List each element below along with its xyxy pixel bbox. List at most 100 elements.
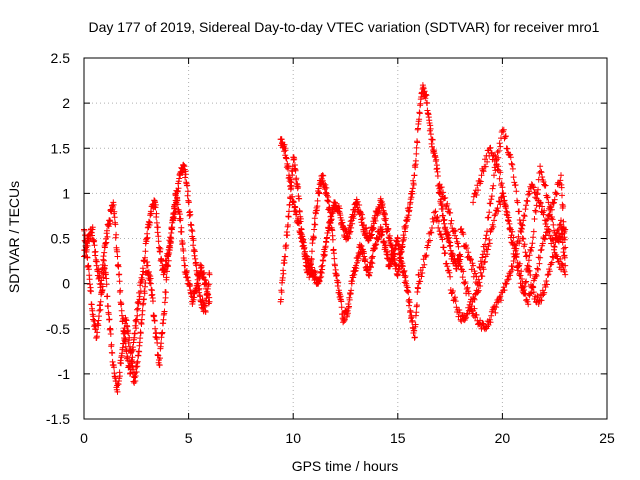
data-point xyxy=(338,304,345,311)
data-point xyxy=(409,190,416,197)
y-tick-label: 2 xyxy=(62,95,70,111)
data-point xyxy=(456,251,463,258)
data-point xyxy=(107,218,114,225)
data-point xyxy=(106,316,113,323)
plot-frame xyxy=(83,57,608,420)
data-point xyxy=(495,208,502,215)
data-point xyxy=(89,232,95,239)
data-point xyxy=(302,256,309,263)
data-point xyxy=(136,348,143,355)
data-point xyxy=(184,274,191,281)
data-point xyxy=(423,99,430,106)
data-point xyxy=(445,206,452,213)
data-point xyxy=(524,198,531,205)
data-point xyxy=(447,209,454,216)
y-tick-label: 1.5 xyxy=(51,140,71,156)
data-point xyxy=(467,257,474,264)
data-point xyxy=(312,221,319,228)
data-point xyxy=(538,208,545,215)
data-point xyxy=(203,280,210,287)
data-point xyxy=(493,304,500,311)
data-point xyxy=(404,216,411,223)
data-point xyxy=(187,211,194,218)
data-point xyxy=(363,224,370,231)
data-point xyxy=(505,214,512,221)
data-point xyxy=(482,163,489,170)
data-point xyxy=(101,249,108,256)
data-point xyxy=(488,196,495,203)
data-point xyxy=(522,206,529,213)
data-point xyxy=(543,217,550,224)
x-tick-label: 10 xyxy=(285,430,301,446)
data-point xyxy=(496,140,503,147)
data-point xyxy=(386,232,393,239)
data-point xyxy=(312,270,319,276)
data-point xyxy=(295,183,302,190)
data-point xyxy=(416,110,423,117)
data-point xyxy=(540,291,547,298)
data-point xyxy=(534,190,541,197)
data-point xyxy=(418,273,425,280)
data-point xyxy=(394,272,401,279)
data-point xyxy=(320,172,327,179)
data-point xyxy=(97,298,104,305)
data-point xyxy=(477,258,484,265)
data-point xyxy=(456,309,463,316)
data-point xyxy=(189,301,196,307)
axis-ticks: 0 5 10 15 20 25 -1.5 -1 -0.5 0 0.5 1 1.5 2 2.5 xyxy=(46,50,615,446)
data-point xyxy=(401,234,408,241)
data-point xyxy=(452,294,458,301)
data-point xyxy=(537,168,544,175)
data-point xyxy=(464,284,471,291)
data-point xyxy=(477,317,484,324)
data-point xyxy=(525,268,532,275)
y-tick-label: -1.5 xyxy=(46,411,70,427)
data-point xyxy=(423,252,430,259)
data-point xyxy=(179,240,186,246)
data-point xyxy=(401,267,408,274)
data-point xyxy=(382,242,389,249)
data-point xyxy=(123,317,130,324)
data-point xyxy=(502,203,509,209)
data-point xyxy=(517,280,524,287)
data-point xyxy=(303,259,310,266)
data-point xyxy=(541,235,548,242)
data-point xyxy=(523,202,530,209)
data-point xyxy=(400,263,406,270)
data-point xyxy=(151,197,158,204)
data-point xyxy=(549,253,556,260)
data-point xyxy=(335,287,342,294)
data-point xyxy=(508,239,515,246)
data-point xyxy=(128,349,135,356)
data-point xyxy=(394,234,401,241)
data-point xyxy=(438,184,445,191)
data-point xyxy=(155,238,162,245)
data-point xyxy=(518,276,525,282)
data-point xyxy=(206,294,213,301)
data-point xyxy=(537,254,544,261)
data-point xyxy=(523,197,530,204)
data-point xyxy=(116,278,123,285)
data-point xyxy=(521,290,527,297)
data-point xyxy=(551,244,558,250)
data-point xyxy=(559,261,566,268)
data-point xyxy=(516,272,523,279)
data-point xyxy=(383,221,390,228)
data-point xyxy=(534,265,541,272)
data-point xyxy=(433,156,440,163)
data-point xyxy=(415,121,422,127)
data-point xyxy=(111,364,117,371)
data-point xyxy=(361,250,367,257)
data-point xyxy=(87,235,94,242)
data-point xyxy=(187,282,193,288)
data-point xyxy=(463,314,470,321)
data-point xyxy=(526,252,533,259)
data-point xyxy=(421,261,428,268)
data-point xyxy=(535,301,542,307)
data-point xyxy=(560,245,567,252)
data-point xyxy=(437,184,444,191)
data-point xyxy=(429,225,435,231)
y-tick-label: 0 xyxy=(62,276,70,292)
data-point xyxy=(463,242,470,249)
x-tick-label: 15 xyxy=(390,430,406,446)
